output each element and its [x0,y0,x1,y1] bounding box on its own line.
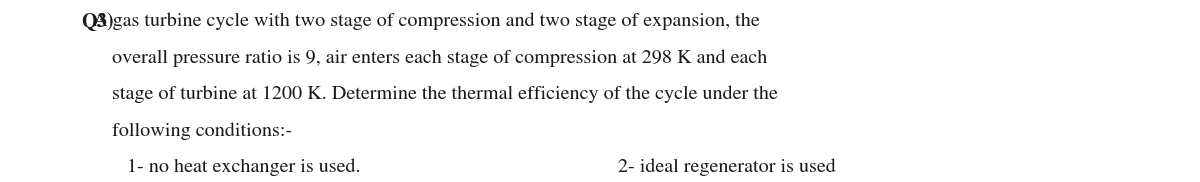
Text: overall pressure ratio is 9, air enters each stage of compression at 298 K and e: overall pressure ratio is 9, air enters … [112,49,767,67]
Text: stage of turbine at 1200 K. Determine the thermal efficiency of the cycle under : stage of turbine at 1200 K. Determine th… [112,86,778,103]
Text: following conditions:-: following conditions:- [112,122,292,140]
Text: Q3): Q3) [82,13,114,31]
Text: 2- ideal regenerator is used: 2- ideal regenerator is used [618,158,835,176]
Text: A gas turbine cycle with two stage of compression and two stage of expansion, th: A gas turbine cycle with two stage of co… [88,13,760,30]
Text: 1- no heat exchanger is used.: 1- no heat exchanger is used. [127,158,361,176]
